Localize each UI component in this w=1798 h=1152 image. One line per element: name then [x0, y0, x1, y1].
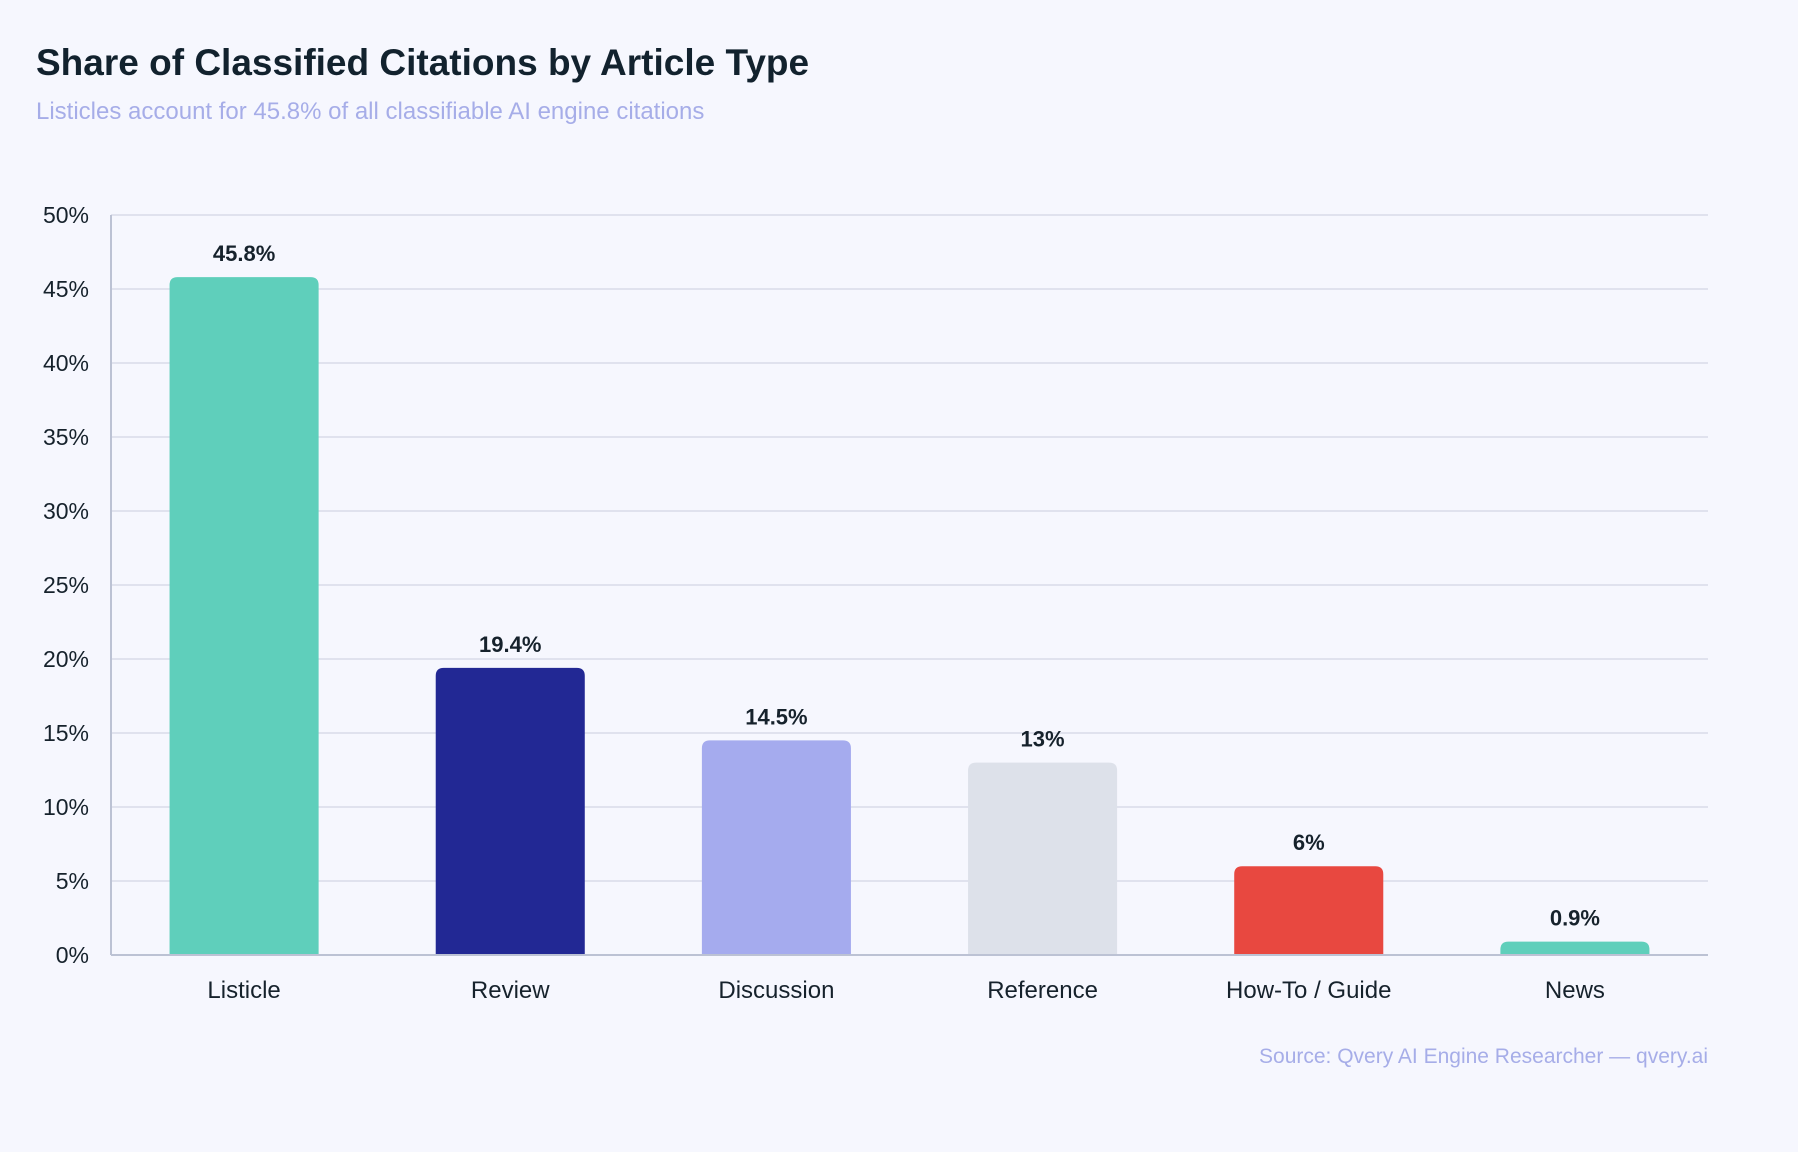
bar-news: [1500, 941, 1650, 955]
y-tick-label: 25%: [43, 572, 89, 598]
x-tick-label: News: [1545, 977, 1605, 1004]
bar-value-label: 0.9%: [1550, 906, 1600, 931]
gridlines: [111, 214, 1708, 882]
bars: [169, 277, 1650, 955]
source-note: Source: Qvery AI Engine Researcher — qve…: [1259, 1045, 1708, 1068]
y-axis-ticks: 0% 5% 10% 15% 20% 25% 30% 35% 40% 45% 50%: [43, 202, 89, 968]
bar-listicle: [169, 277, 319, 955]
x-tick-label: How-To / Guide: [1226, 977, 1391, 1004]
y-tick-label: 20%: [43, 646, 89, 672]
y-tick-label: 50%: [43, 202, 89, 228]
bar-value-label: 6%: [1293, 830, 1325, 855]
y-tick-label: 0%: [56, 942, 89, 968]
bar-reference: [968, 762, 1118, 955]
y-tick-label: 5%: [56, 868, 89, 894]
bar-review: [435, 667, 585, 955]
chart-title: Share of Classified Citations by Article…: [36, 42, 810, 83]
y-tick-label: 15%: [43, 720, 89, 746]
bar-value-label: 45.8%: [213, 241, 275, 266]
y-tick-label: 30%: [43, 498, 89, 524]
bar-value-label: 13%: [1021, 727, 1065, 752]
chart-subtitle: Listicles account for 45.8% of all class…: [36, 98, 705, 125]
value-labels: 45.8% 19.4% 14.5% 13% 6% 0.9%: [213, 241, 1600, 931]
x-tick-label: Listicle: [207, 977, 280, 1004]
y-tick-label: 45%: [43, 276, 89, 302]
bar-value-label: 19.4%: [479, 632, 541, 657]
y-tick-label: 10%: [43, 794, 89, 820]
bar-discussion: [701, 740, 851, 955]
x-tick-label: Discussion: [718, 977, 834, 1004]
x-tick-label: Reference: [987, 977, 1098, 1004]
x-tick-label: Review: [471, 977, 550, 1004]
bar-how-to-guide: [1234, 866, 1384, 955]
x-axis-labels: Listicle Review Discussion Reference How-To …: [207, 977, 1605, 1004]
y-tick-label: 35%: [43, 424, 89, 450]
y-tick-label: 40%: [43, 350, 89, 376]
bar-value-label: 14.5%: [745, 704, 807, 729]
